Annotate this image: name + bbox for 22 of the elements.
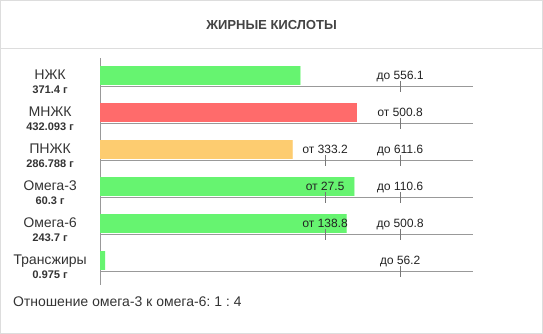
text: Отношение омега-3 к омега-6: 1 : 4 — [13, 293, 242, 309]
bar — [100, 251, 106, 270]
annotation: от 27.5 — [306, 179, 345, 193]
y-tick-label: НЖК 371.4 г — [32, 66, 68, 96]
text: до 611.6 — [376, 142, 424, 156]
bar — [100, 177, 354, 196]
chart-title: ЖИРНЫЕ КИСЛОТЫ — [205, 17, 337, 32]
bar — [100, 103, 357, 122]
y-tick-label: Омега-6 243.7 г — [23, 214, 77, 244]
bar — [100, 140, 293, 159]
text: до 110.6 — [376, 179, 424, 193]
bar — [100, 66, 300, 85]
y-tick-label: МНЖК 432.093 г — [26, 103, 74, 133]
text: до 556.1 — [376, 68, 424, 82]
text: до 500.8 — [376, 216, 424, 230]
y-tick-label: Омега-3 60.3 г — [23, 177, 77, 207]
y-tick-label: Трансжиры 0.975 г — [13, 251, 87, 281]
text: до 56.2 — [380, 253, 421, 267]
y-tick-label: ПНЖК 286.788 г — [26, 140, 74, 170]
bar — [100, 214, 347, 233]
text: от 500.8 — [377, 105, 423, 119]
annotation: от 333.2 — [302, 142, 348, 156]
